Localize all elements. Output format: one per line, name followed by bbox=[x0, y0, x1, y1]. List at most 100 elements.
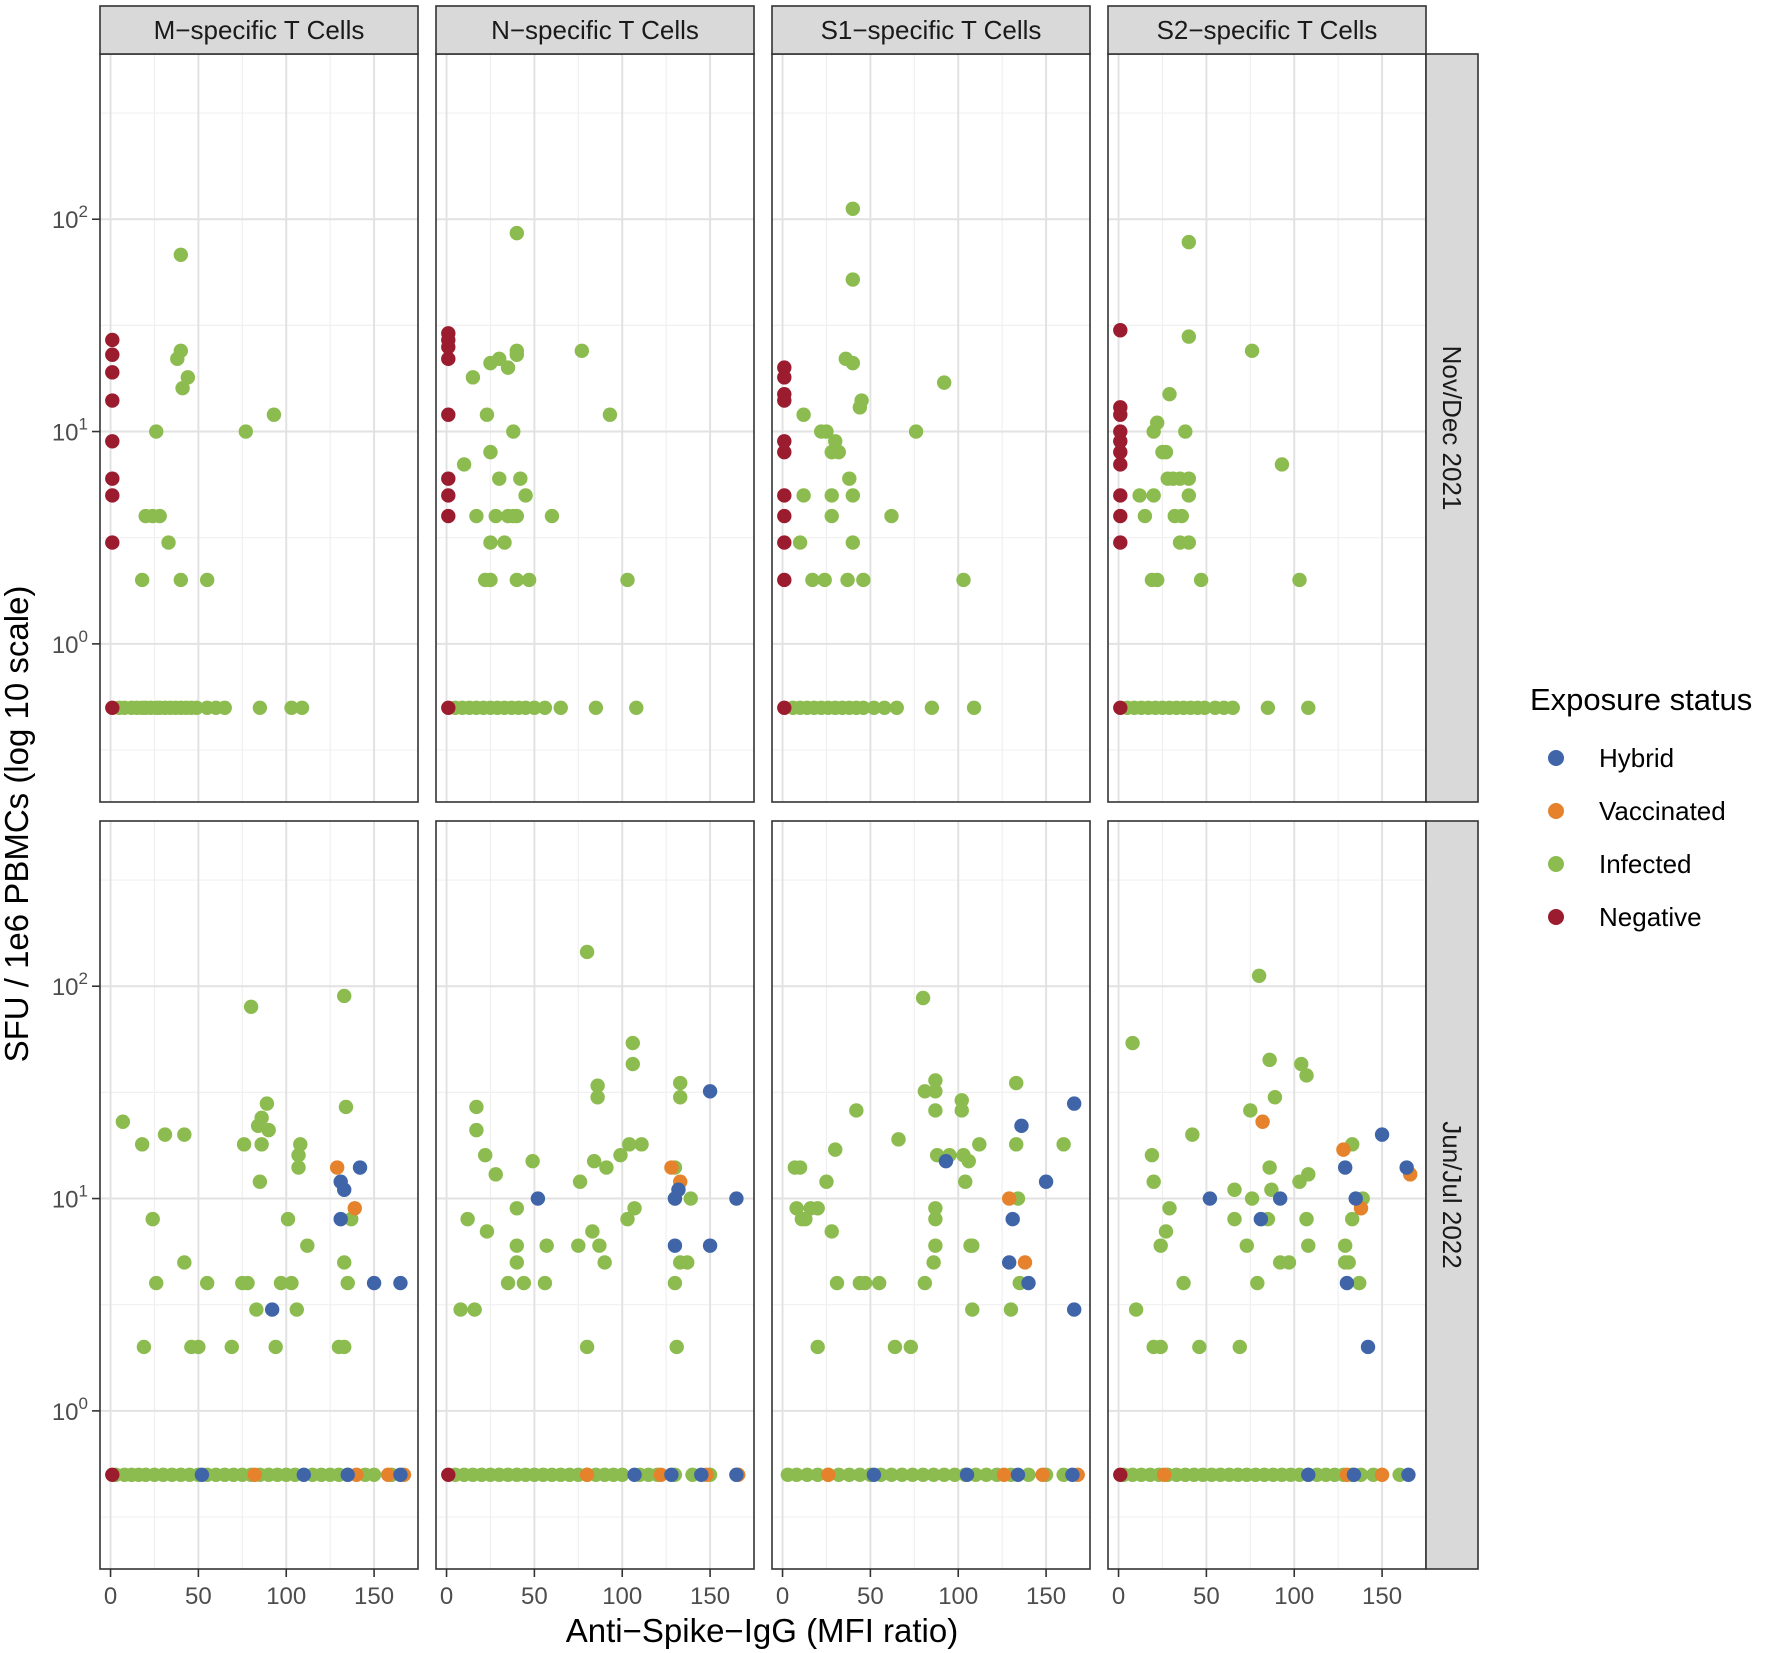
data-point-infected bbox=[280, 1211, 296, 1227]
data-point-infected bbox=[673, 1075, 688, 1091]
data-point-hybrid bbox=[729, 1467, 744, 1482]
data-point-infected bbox=[483, 355, 498, 371]
data-point-infected bbox=[849, 1103, 864, 1118]
data-point-infected bbox=[337, 1339, 352, 1355]
data-point-infected bbox=[497, 535, 512, 550]
column-strip: S1−specific T Cells bbox=[771, 5, 1091, 55]
data-point-negative bbox=[777, 700, 792, 715]
data-point-vaccinated bbox=[329, 1160, 345, 1175]
data-point-infected bbox=[261, 1122, 276, 1138]
data-point-infected bbox=[799, 1467, 815, 1482]
data-point-infected bbox=[824, 508, 839, 524]
data-point-infected bbox=[1239, 1238, 1254, 1253]
row-strip: Jun/Jul 2022 bbox=[1425, 820, 1479, 1570]
data-point-infected bbox=[845, 535, 861, 550]
data-point-infected bbox=[972, 1137, 987, 1152]
data-point-infected bbox=[177, 1127, 192, 1142]
data-point-hybrid bbox=[1339, 1275, 1355, 1291]
data-point-infected bbox=[1250, 1275, 1265, 1291]
data-point-infected bbox=[453, 1302, 468, 1317]
y-tick-label: 101 bbox=[52, 415, 88, 447]
data-point-infected bbox=[1021, 1467, 1036, 1482]
x-tick-label: 0 bbox=[440, 1583, 453, 1610]
data-point-infected bbox=[857, 1275, 873, 1291]
data-point-infected bbox=[789, 1201, 804, 1216]
facet-panel bbox=[1107, 53, 1427, 803]
data-point-infected bbox=[1185, 1127, 1200, 1142]
data-point-negative bbox=[105, 332, 120, 348]
data-point-infected bbox=[954, 1093, 969, 1108]
data-point-infected bbox=[620, 1211, 635, 1227]
data-point-infected bbox=[1301, 1238, 1316, 1253]
data-point-infected bbox=[579, 944, 595, 960]
data-point-infected bbox=[928, 1201, 943, 1216]
data-point-vaccinated bbox=[664, 1160, 679, 1175]
data-point-infected bbox=[856, 572, 871, 588]
data-point-negative bbox=[1113, 488, 1128, 503]
data-point-infected bbox=[1128, 1302, 1144, 1317]
column-strip-label: S1−specific T Cells bbox=[821, 15, 1042, 45]
data-point-vaccinated bbox=[247, 1467, 262, 1482]
data-point-hybrid bbox=[393, 1275, 408, 1291]
y-tick-label: 102 bbox=[52, 202, 88, 234]
facet-panel bbox=[1107, 820, 1427, 1570]
data-point-infected bbox=[340, 1275, 355, 1291]
data-point-infected bbox=[266, 407, 282, 422]
data-point-infected bbox=[173, 247, 189, 262]
data-point-infected bbox=[553, 700, 568, 715]
data-point-infected bbox=[824, 488, 839, 503]
data-point-infected bbox=[924, 700, 940, 715]
data-point-infected bbox=[465, 370, 481, 385]
data-point-infected bbox=[625, 1056, 640, 1072]
data-point-negative bbox=[105, 1467, 120, 1482]
data-point-infected bbox=[615, 1467, 630, 1482]
data-point-infected bbox=[134, 572, 150, 588]
data-point-negative bbox=[441, 339, 456, 355]
data-point-infected bbox=[1158, 1224, 1174, 1239]
data-point-infected bbox=[483, 535, 498, 550]
data-point-infected bbox=[509, 1201, 525, 1216]
panel-background bbox=[436, 54, 754, 802]
data-point-infected bbox=[521, 572, 537, 588]
data-point-infected bbox=[817, 572, 832, 588]
data-point-vaccinated bbox=[579, 1467, 595, 1482]
data-point-hybrid bbox=[1301, 1467, 1316, 1482]
column-strip-background bbox=[1107, 5, 1427, 55]
data-point-infected bbox=[1341, 1255, 1356, 1270]
data-point-infected bbox=[627, 1201, 642, 1216]
data-point-negative bbox=[1113, 444, 1128, 460]
data-point-infected bbox=[1292, 572, 1307, 588]
x-tick-label: 50 bbox=[857, 1583, 884, 1610]
data-point-infected bbox=[516, 1275, 532, 1291]
column-strip-background bbox=[771, 5, 1091, 55]
data-point-infected bbox=[149, 1275, 164, 1291]
data-point-infected bbox=[509, 1238, 525, 1253]
data-point-infected bbox=[574, 343, 590, 359]
data-point-infected bbox=[1158, 444, 1174, 460]
data-point-negative bbox=[1113, 434, 1128, 449]
data-point-hybrid bbox=[1010, 1467, 1026, 1482]
data-point-infected bbox=[1009, 1137, 1024, 1152]
x-tick-label: 100 bbox=[602, 1583, 642, 1610]
data-point-infected bbox=[599, 1160, 614, 1175]
data-point-infected bbox=[236, 1137, 252, 1152]
facet-panel bbox=[99, 820, 419, 1570]
data-point-infected bbox=[965, 1302, 980, 1317]
data-point-hybrid bbox=[1005, 1211, 1020, 1227]
data-point-infected bbox=[483, 572, 498, 588]
data-point-infected bbox=[845, 272, 861, 287]
data-point-infected bbox=[792, 535, 808, 550]
legend-key bbox=[1548, 856, 1564, 872]
y-tick-label: 101 bbox=[52, 1182, 88, 1214]
data-point-hybrid bbox=[694, 1467, 709, 1482]
data-point-infected bbox=[597, 1255, 612, 1270]
data-point-infected bbox=[1181, 329, 1197, 344]
data-point-infected bbox=[829, 1275, 845, 1291]
data-point-infected bbox=[903, 1339, 918, 1355]
data-point-infected bbox=[622, 1137, 637, 1152]
data-point-infected bbox=[915, 1467, 931, 1482]
data-point-infected bbox=[586, 1153, 602, 1169]
data-point-infected bbox=[243, 999, 259, 1014]
data-point-infected bbox=[284, 1275, 299, 1291]
data-point-infected bbox=[831, 444, 846, 460]
